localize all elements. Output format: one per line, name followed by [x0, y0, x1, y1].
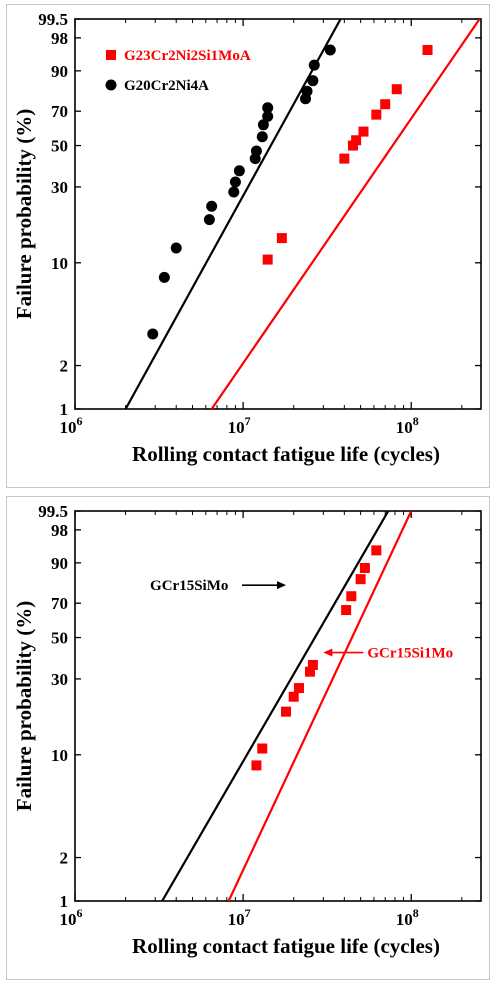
annotation-label: GCr15Si1Mo — [367, 646, 453, 662]
y-tick-label: 10 — [51, 746, 68, 765]
y-tick-label: 90 — [51, 554, 68, 573]
x-tick-label: 106 — [60, 906, 83, 929]
data-point — [380, 99, 391, 110]
y-tick-label: 10 — [51, 254, 68, 273]
annotation-arrowhead — [277, 581, 287, 590]
y-tick-label: 70 — [51, 594, 68, 613]
data-point — [288, 691, 299, 702]
x-axis-title: Rolling contact fatigue life (cycles) — [132, 934, 440, 958]
data-point — [308, 59, 320, 71]
data-point — [305, 666, 316, 677]
y-tick-label: 70 — [51, 102, 68, 121]
data-point — [358, 126, 369, 137]
legend-label: G23Cr2Ni2Si1MoA — [124, 48, 251, 64]
y-tick-label: 2 — [60, 357, 69, 376]
x-tick-label: 106 — [60, 414, 83, 437]
y-tick-label: 98 — [51, 29, 68, 48]
x-tick-label: 108 — [396, 414, 419, 437]
fit-line — [161, 511, 390, 901]
data-point — [341, 605, 352, 616]
data-point — [262, 254, 273, 265]
data-point — [371, 545, 382, 556]
data-point — [301, 85, 313, 97]
y-tick-label: 1 — [60, 400, 69, 419]
data-point — [351, 135, 362, 146]
fit-line — [210, 19, 481, 409]
x-tick-label: 107 — [228, 906, 251, 929]
data-point — [228, 186, 240, 198]
data-point — [359, 562, 370, 573]
data-point — [262, 110, 274, 122]
annotation-label: GCr15SiMo — [150, 578, 228, 594]
x-tick-label: 108 — [396, 906, 419, 929]
plot-frame — [74, 18, 482, 410]
y-tick-label: 2 — [60, 849, 69, 868]
annotation-arrowhead — [323, 648, 333, 657]
data-point — [347, 140, 358, 151]
data-point — [324, 44, 336, 56]
x-axis-title: Rolling contact fatigue life (cycles) — [132, 442, 440, 466]
data-point — [422, 45, 433, 56]
data-point — [229, 176, 241, 188]
y-tick-label: 50 — [51, 629, 68, 648]
chart-panel-bottom: 1 2 10 30 50 70 90 98 99.5 106 107 108 Rolling conta… — [6, 496, 490, 980]
plot-frame — [74, 510, 482, 902]
data-point — [256, 131, 268, 143]
series-layer — [124, 19, 481, 409]
x-tick-label: 107 — [228, 414, 251, 437]
data-point — [262, 102, 274, 114]
fit-line — [124, 19, 342, 409]
y-axis-title: Failure probability (%) — [12, 601, 36, 811]
data-point — [251, 760, 262, 771]
y-tick-label: 98 — [51, 521, 68, 540]
legend-marker — [106, 50, 116, 60]
fit-line — [227, 511, 413, 901]
data-point — [294, 683, 305, 694]
data-point — [147, 328, 159, 340]
y-tick-label: 50 — [51, 137, 68, 156]
y-tick-label: 99.5 — [38, 10, 68, 29]
legend-label: G20Cr2Ni4A — [124, 78, 209, 94]
legend-marker — [105, 79, 117, 91]
data-point — [307, 659, 318, 670]
data-point — [257, 119, 269, 131]
data-point — [257, 743, 268, 754]
data-point — [355, 574, 366, 585]
data-point — [307, 75, 319, 87]
y-axis-title: Failure probability (%) — [12, 109, 36, 319]
y-tick-label: 99.5 — [38, 502, 68, 521]
data-point — [250, 145, 262, 157]
data-point — [371, 109, 382, 120]
data-point — [346, 591, 357, 602]
data-point — [203, 214, 215, 226]
data-point — [276, 233, 287, 244]
data-point — [339, 153, 350, 164]
series-layer — [161, 511, 413, 901]
data-point — [233, 165, 245, 177]
data-point — [391, 84, 402, 95]
chart-panel-top: 1 2 10 30 50 70 90 98 99.5 106 107 108 Rolling conta… — [6, 4, 490, 488]
data-point — [170, 242, 182, 254]
y-tick-label: 30 — [51, 670, 68, 689]
data-point — [158, 271, 170, 283]
data-point — [281, 706, 292, 717]
y-tick-label: 90 — [51, 62, 68, 81]
y-tick-label: 30 — [51, 178, 68, 197]
y-tick-label: 1 — [60, 892, 69, 911]
data-point — [206, 200, 218, 212]
